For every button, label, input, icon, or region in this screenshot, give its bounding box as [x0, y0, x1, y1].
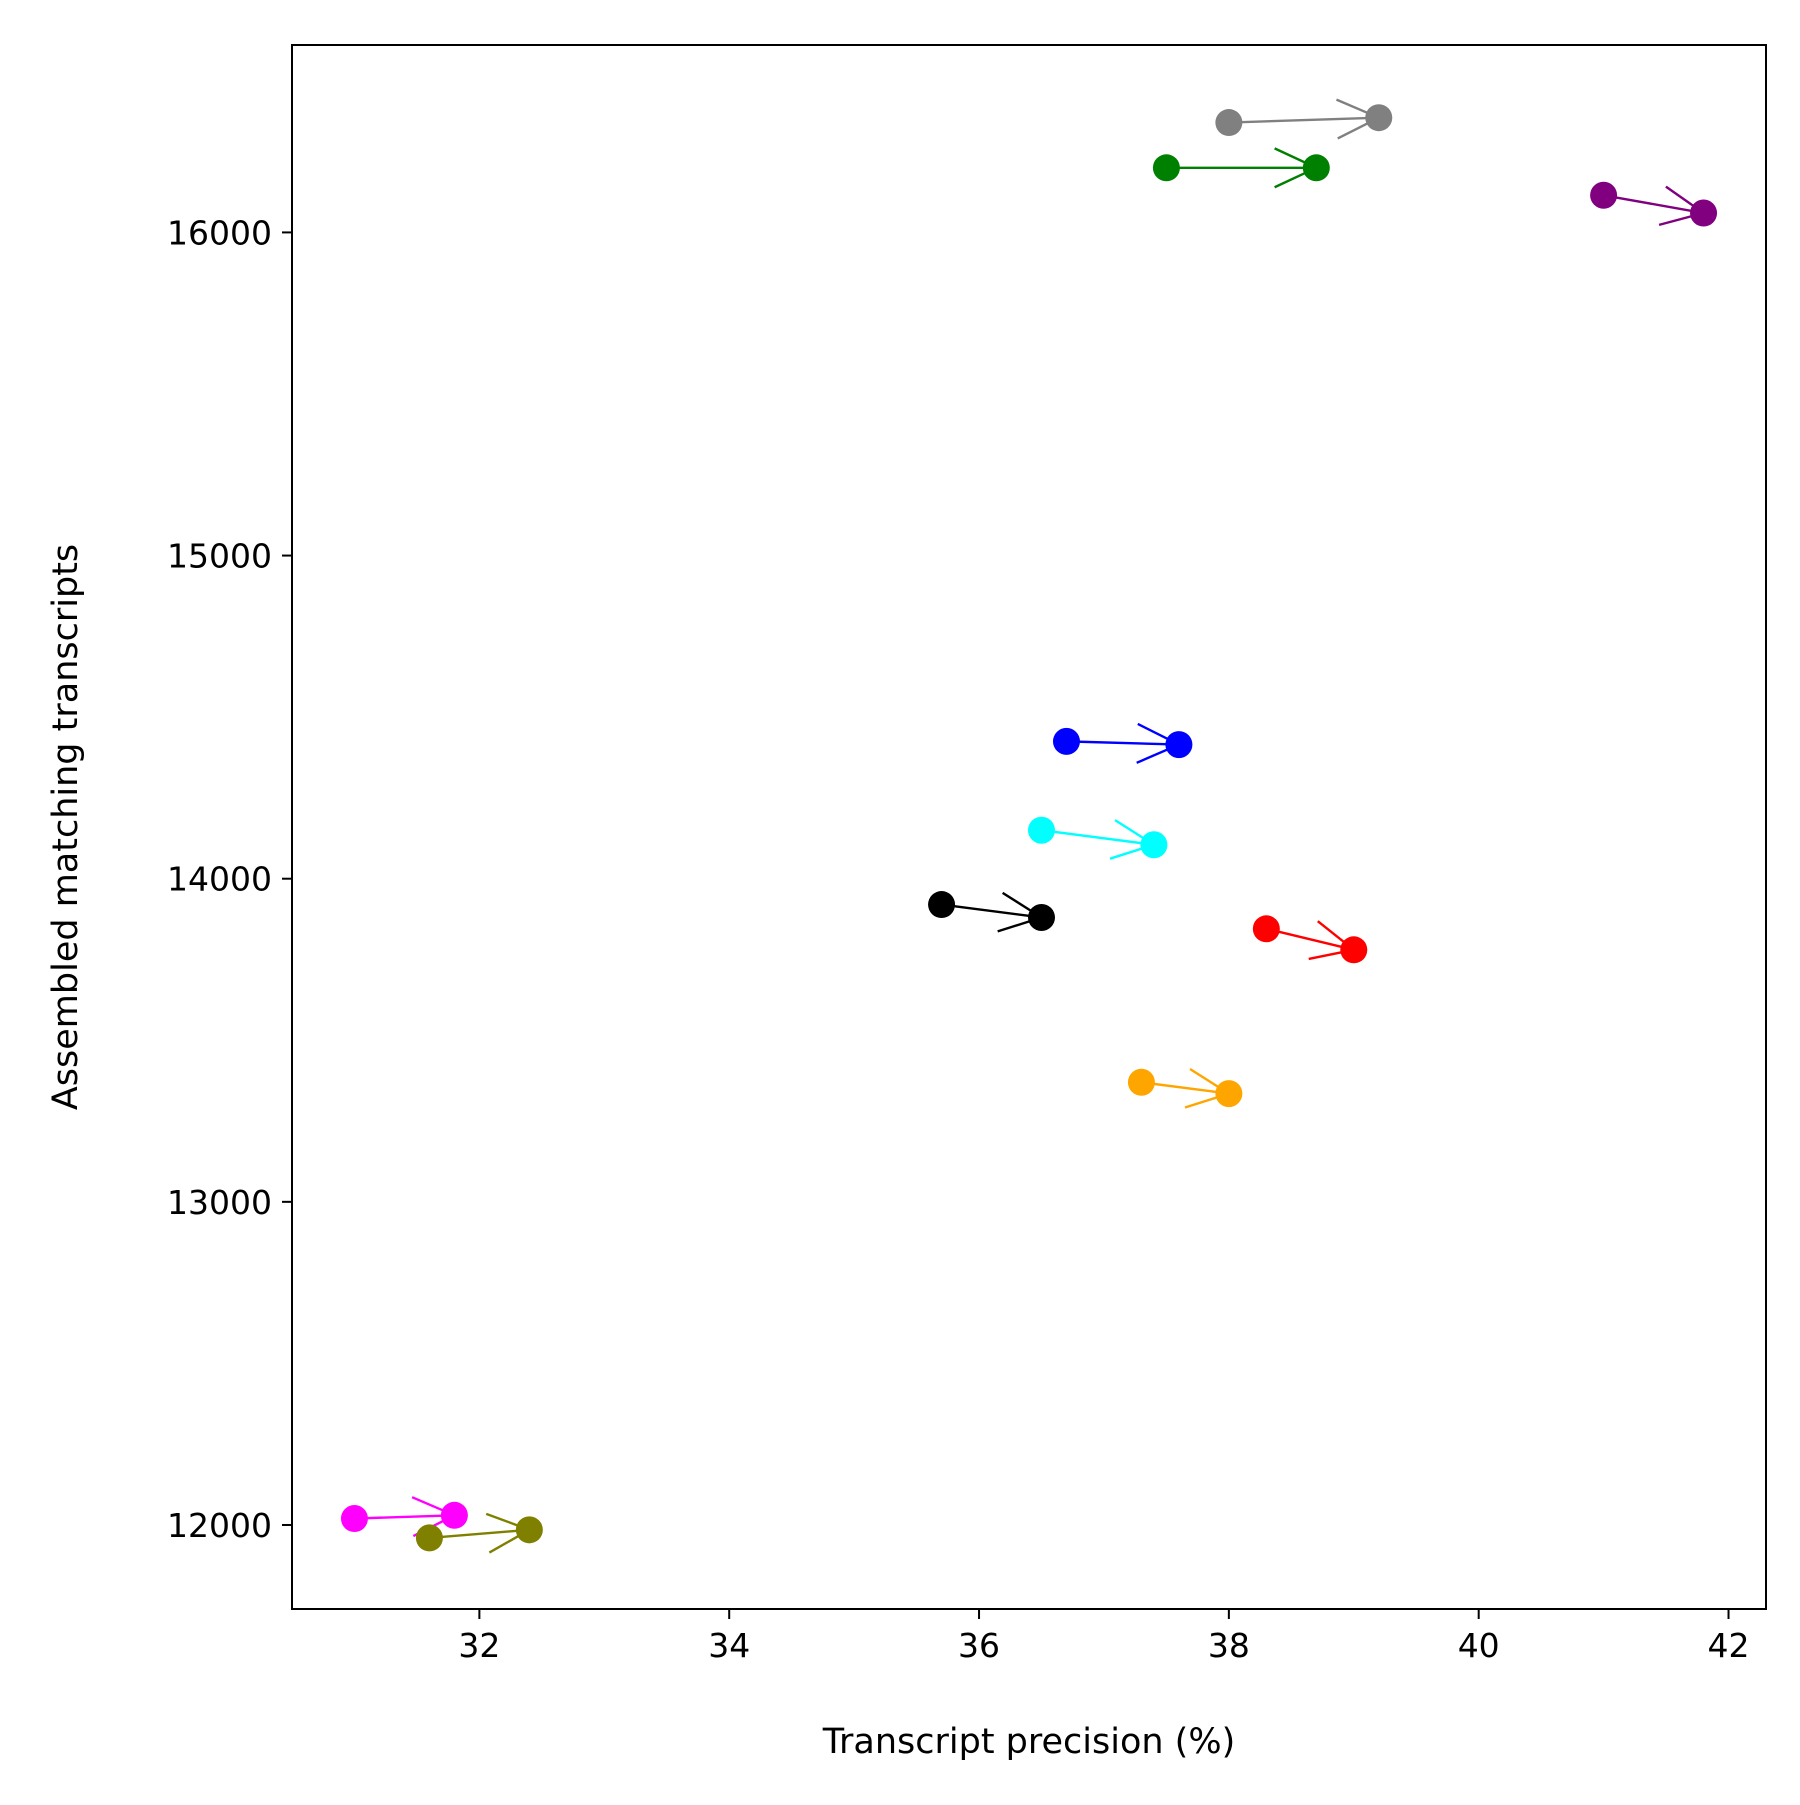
arrow-shaft — [429, 1528, 530, 1540]
x-tick-label: 32 — [458, 1626, 500, 1665]
arrow-shaft — [354, 1514, 455, 1520]
x-axis-title: Transcript precision (%) — [822, 1722, 1236, 1762]
arrow-7 — [1252, 915, 1368, 964]
x-tick-label: 36 — [958, 1626, 1000, 1665]
end-point — [1140, 831, 1168, 859]
arrow-4 — [1052, 722, 1193, 764]
end-point — [1690, 199, 1718, 227]
start-point — [928, 891, 956, 919]
x-tick-label: 38 — [1208, 1626, 1250, 1665]
start-point — [1152, 154, 1180, 182]
start-point — [340, 1505, 368, 1533]
start-point — [1052, 727, 1080, 755]
arrow-8 — [1127, 1067, 1243, 1109]
end-point — [1215, 1080, 1243, 1108]
arrow-shaft — [1066, 740, 1179, 746]
start-point — [1252, 915, 1280, 943]
y-tick-label: 16000 — [167, 213, 272, 252]
arrow-shaft — [1141, 1081, 1230, 1095]
end-point — [1165, 731, 1193, 759]
start-point — [1027, 816, 1055, 844]
y-axis: 12000 13000 14000 15000 16000 — [167, 213, 292, 1545]
start-point — [415, 1524, 443, 1552]
arrow-shaft — [1228, 116, 1379, 124]
y-axis-title: Assembled matching transcripts — [46, 544, 86, 1110]
start-point — [1127, 1068, 1155, 1096]
arrow-1 — [1215, 98, 1393, 140]
start-point — [1215, 109, 1243, 137]
end-point — [440, 1501, 468, 1529]
end-point — [1365, 104, 1393, 132]
arrow-5 — [1027, 816, 1168, 860]
end-point — [1302, 154, 1330, 182]
end-point — [1027, 903, 1055, 931]
end-point — [515, 1516, 543, 1544]
end-point — [1340, 936, 1368, 964]
y-tick-label: 14000 — [167, 860, 272, 899]
arrow-3 — [1590, 181, 1718, 227]
arrow-2 — [1152, 147, 1330, 189]
x-axis: 32 34 36 38 40 42 — [458, 1609, 1750, 1665]
arrow-shaft — [1266, 927, 1355, 951]
arrow-shaft — [941, 903, 1042, 919]
x-tick-label: 42 — [1708, 1626, 1750, 1665]
plot-marks — [340, 98, 1718, 1554]
y-tick-label: 15000 — [167, 537, 272, 576]
plot-frame — [291, 44, 1767, 1610]
start-point — [1590, 181, 1618, 209]
arrow-6 — [928, 891, 1055, 933]
x-tick-label: 34 — [708, 1626, 750, 1665]
y-tick-label: 12000 — [167, 1506, 272, 1545]
x-tick-label: 40 — [1458, 1626, 1500, 1665]
arrow-shaft — [1603, 194, 1704, 215]
arrow-shaft — [1041, 829, 1155, 846]
arrow-10 — [415, 1512, 543, 1554]
y-tick-label: 13000 — [167, 1183, 272, 1222]
